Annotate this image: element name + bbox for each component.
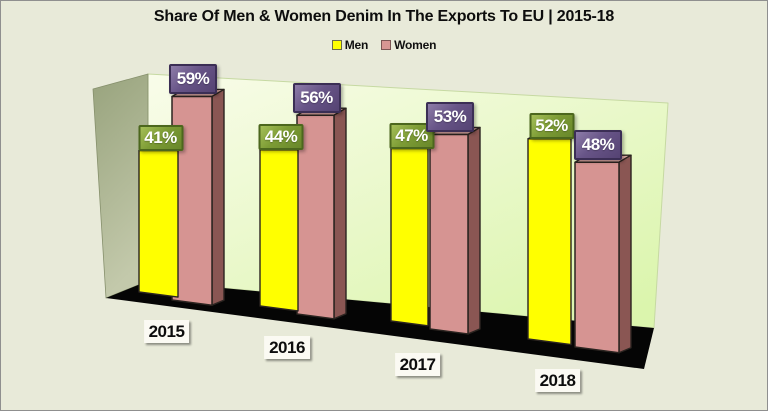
legend-swatch-women xyxy=(381,40,392,50)
bar-women-2018-side xyxy=(618,154,632,354)
legend-item-women: Women xyxy=(381,38,436,52)
bar-women-2015-side xyxy=(211,88,225,306)
legend-item-men: Men xyxy=(331,38,369,52)
bar-women-2017-side xyxy=(467,126,481,335)
legend-swatch-men xyxy=(331,40,342,50)
legend: Men Women xyxy=(1,38,767,52)
bar-men-2018-front xyxy=(527,138,572,346)
bar-men-2016-front xyxy=(259,149,299,312)
bar-men-2017-front xyxy=(390,147,429,327)
legend-label-women: Women xyxy=(394,38,437,52)
bar-women-2017-front xyxy=(429,133,469,335)
bar-women-2016-side xyxy=(333,107,347,320)
floor xyxy=(106,281,654,369)
bar-men-2015-front xyxy=(138,149,179,298)
bar-women-2016-front xyxy=(296,114,335,320)
legend-label-men: Men xyxy=(344,38,369,52)
bar-women-2018-front xyxy=(574,161,620,354)
chart-title: Share Of Men & Women Denim In The Export… xyxy=(153,8,615,25)
